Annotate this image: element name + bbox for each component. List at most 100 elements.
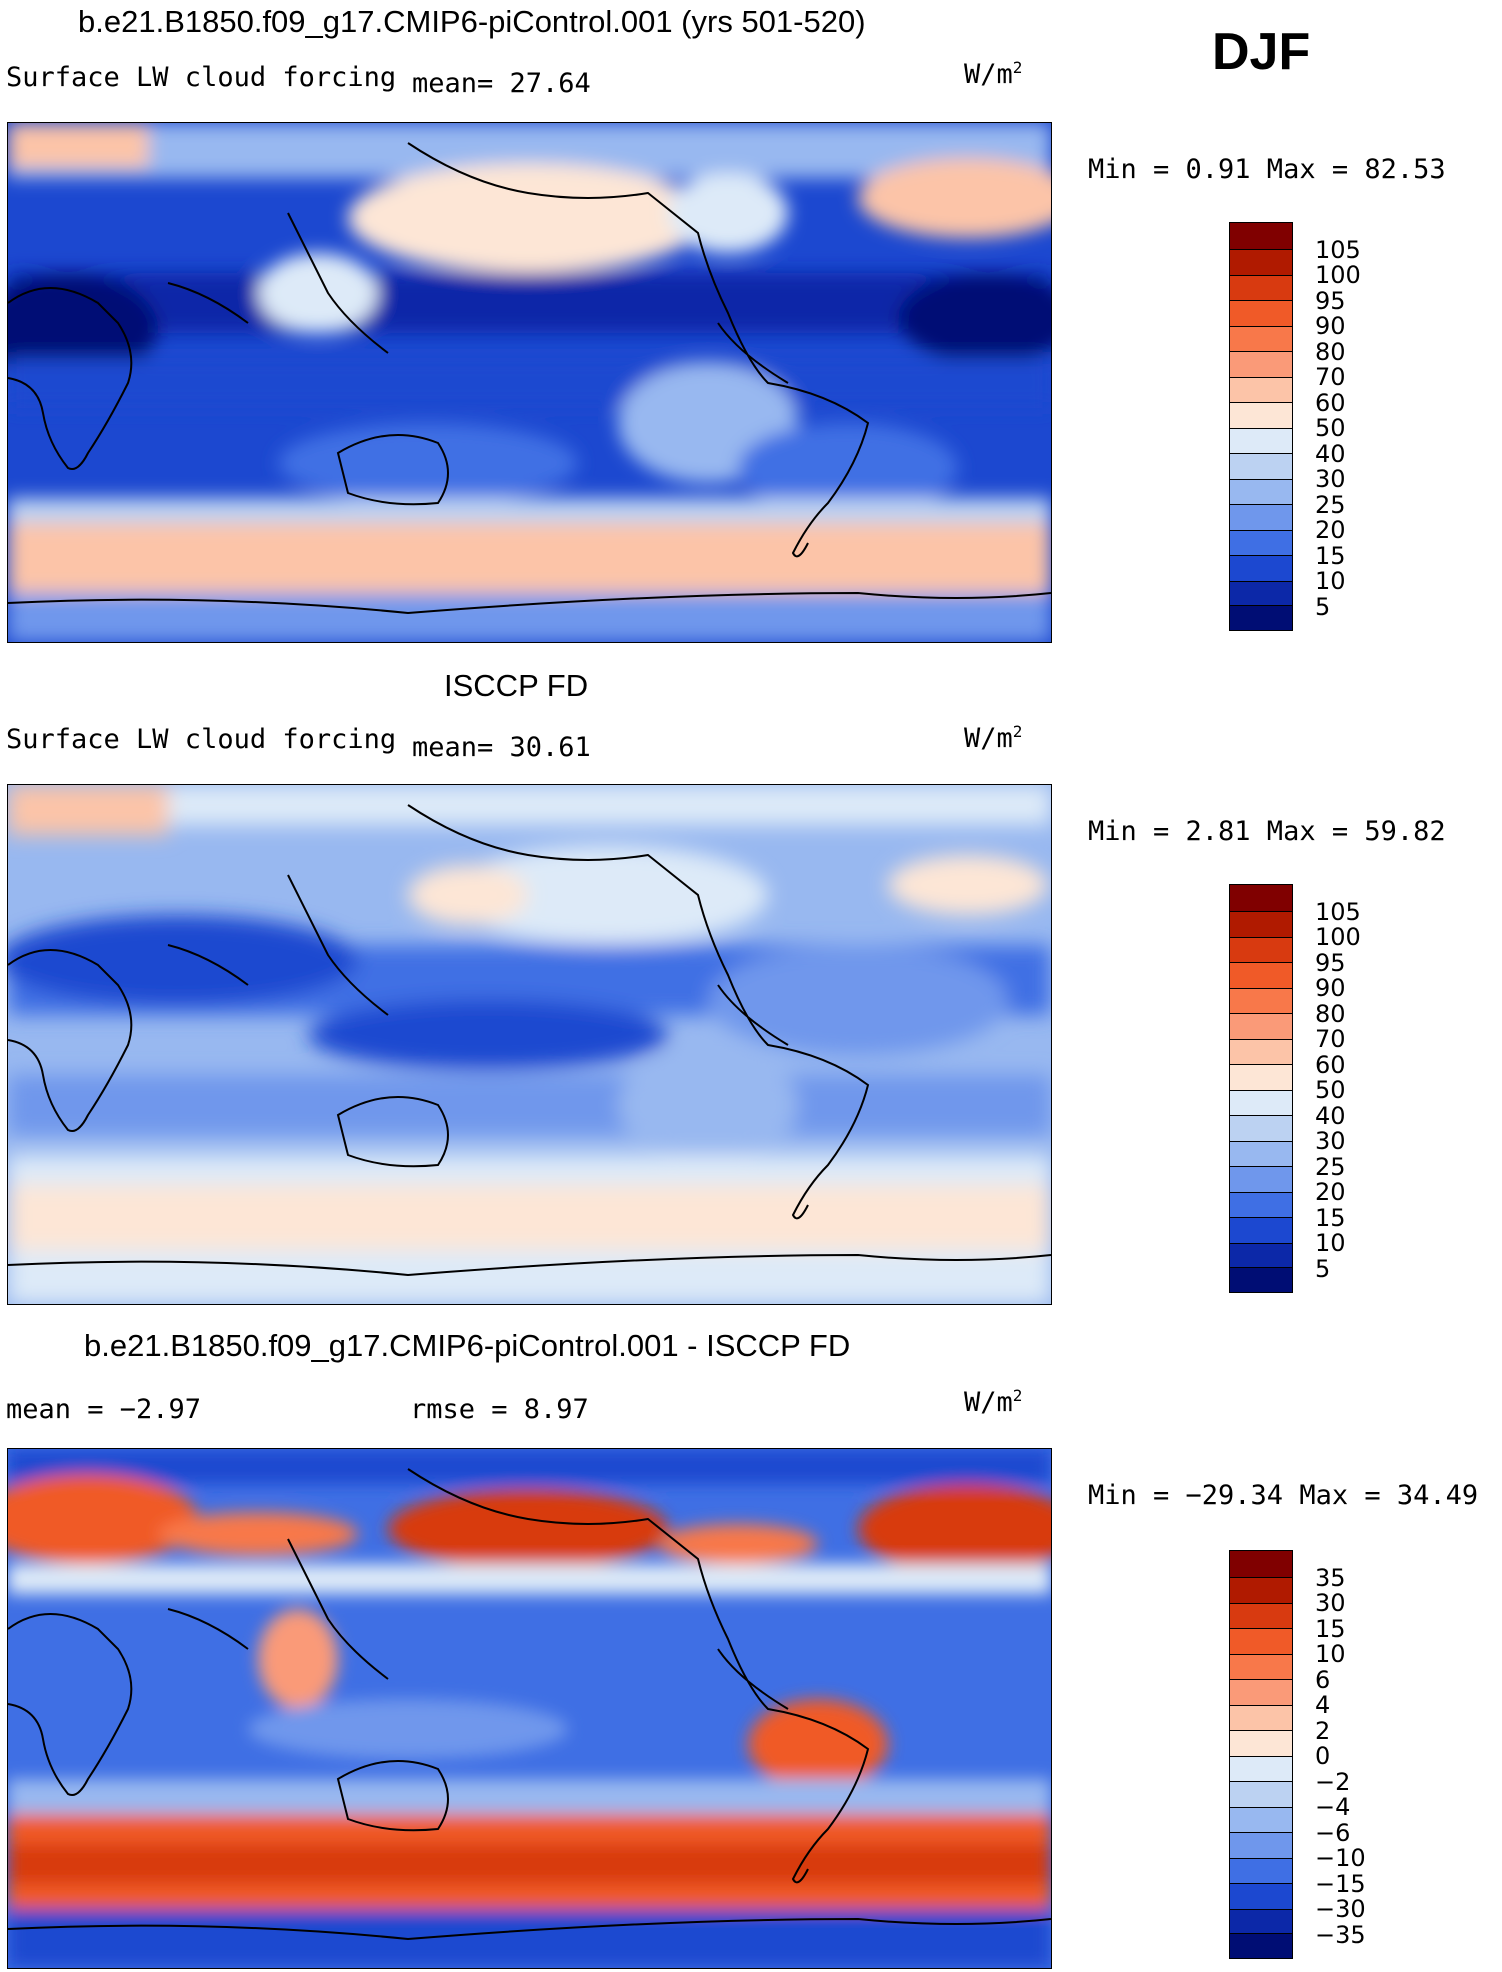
panel3-map [7, 1448, 1052, 1969]
p3-swatch [1230, 1807, 1292, 1832]
p1-level-label: 10 [1315, 567, 1346, 595]
p3-field [8, 1449, 1051, 1968]
p1-swatch [1230, 223, 1292, 249]
p3-swatch [1230, 1781, 1292, 1807]
p2-swatch [1230, 1090, 1292, 1115]
panel3-colorbar-box [1229, 1550, 1293, 1959]
p3-level-label: −35 [1315, 1921, 1366, 1949]
p2-swatch [1230, 962, 1292, 988]
p1-level-label: 100 [1315, 261, 1361, 289]
panel2-title: ISCCP FD [444, 668, 589, 703]
p2-swatch [1230, 1166, 1292, 1192]
p1-level-label: 50 [1315, 414, 1346, 442]
p2-swatch [1230, 1013, 1292, 1039]
p1-level-label: 90 [1315, 312, 1346, 340]
panel1-map [7, 122, 1052, 643]
p2-level-label: 25 [1315, 1153, 1346, 1181]
panel2-minmax: Min = 2.81 Max = 59.82 [1088, 816, 1446, 847]
p3-swatch [1230, 1933, 1292, 1958]
p2-level-label: 80 [1315, 1000, 1346, 1028]
p1-swatch [1230, 249, 1292, 275]
p2-level-label: 95 [1315, 949, 1346, 977]
p2-swatch [1230, 1217, 1292, 1243]
p2-swatch [1230, 1115, 1292, 1141]
p1-swatch [1230, 377, 1292, 402]
p1-swatch [1230, 428, 1292, 453]
p1-coastlines [8, 142, 1051, 615]
p3-level-label: 4 [1315, 1691, 1331, 1719]
p1-level-label: 95 [1315, 287, 1346, 315]
p3-level-label: −30 [1315, 1895, 1366, 1923]
p1-swatch [1230, 504, 1292, 530]
p2-level-label: 5 [1315, 1255, 1331, 1283]
p3-level-label: 30 [1315, 1589, 1346, 1617]
panel3-rmse: rmse = 8.97 [410, 1394, 589, 1425]
p3-swatch [1230, 1832, 1292, 1858]
p3-coastlines [8, 1468, 1051, 1941]
p3-swatch [1230, 1551, 1292, 1577]
p1-swatch [1230, 581, 1292, 605]
panel1-minmax: Min = 0.91 Max = 82.53 [1088, 154, 1446, 185]
p2-swatch [1230, 1141, 1292, 1166]
p3-level-label: 35 [1315, 1564, 1346, 1592]
p1-level-label: 20 [1315, 516, 1346, 544]
p1-swatch [1230, 555, 1292, 581]
p3-swatch [1230, 1756, 1292, 1781]
p3-swatch [1230, 1730, 1292, 1756]
p1-swatch [1230, 300, 1292, 326]
p3-level-label: −6 [1315, 1819, 1351, 1847]
p2-field [8, 785, 1051, 1304]
p1-level-label: 70 [1315, 363, 1346, 391]
p1-swatch [1230, 530, 1292, 555]
p2-level-label: 105 [1315, 898, 1361, 926]
p1-swatch [1230, 275, 1292, 300]
p3-swatch [1230, 1705, 1292, 1730]
panel1-variable: Surface LW cloud forcing [6, 62, 397, 93]
panel1-colorbar-box [1229, 222, 1293, 631]
p2-swatch [1230, 988, 1292, 1013]
p2-swatch [1230, 1192, 1292, 1217]
p3-level-label: −15 [1315, 1870, 1366, 1898]
panel2-map-svg [8, 785, 1051, 1304]
season-label: DJF [1212, 23, 1311, 81]
p3-swatch [1230, 1654, 1292, 1679]
p3-level-label: −2 [1315, 1768, 1351, 1796]
p2-level-label: 50 [1315, 1076, 1346, 1104]
panel2-colorbar-box [1229, 884, 1293, 1293]
p2-level-label: 10 [1315, 1229, 1346, 1257]
p2-swatch [1230, 1064, 1292, 1090]
p2-swatch [1230, 1039, 1292, 1064]
panel1-units: W/m2 [964, 58, 1023, 90]
p1-field [8, 123, 1051, 642]
p1-level-label: 80 [1315, 338, 1346, 366]
panel2-variable: Surface LW cloud forcing [6, 724, 397, 755]
p3-swatch [1230, 1603, 1292, 1628]
p1-level-label: 60 [1315, 389, 1346, 417]
p1-swatch [1230, 479, 1292, 504]
p3-level-label: 15 [1315, 1615, 1346, 1643]
p3-level-label: 6 [1315, 1666, 1331, 1694]
p1-level-label: 5 [1315, 593, 1331, 621]
p1-level-label: 30 [1315, 465, 1346, 493]
panel3-title: b.e21.B1850.f09_g17.CMIP6-piControl.001 … [84, 1328, 851, 1363]
p2-level-label: 30 [1315, 1127, 1346, 1155]
p3-level-label: −4 [1315, 1793, 1351, 1821]
p1-level-label: 25 [1315, 491, 1346, 519]
panel1-mean: mean= 27.64 [412, 68, 591, 99]
panel3-minmax: Min = −29.34 Max = 34.49 [1088, 1480, 1479, 1511]
p2-level-label: 40 [1315, 1102, 1346, 1130]
p2-swatch [1230, 885, 1292, 911]
p1-swatch [1230, 402, 1292, 428]
p2-level-label: 15 [1315, 1204, 1346, 1232]
panel2-mean: mean= 30.61 [412, 732, 591, 763]
panel3-map-svg [8, 1449, 1051, 1968]
p3-level-label: −10 [1315, 1844, 1366, 1872]
panel1-map-svg [8, 123, 1051, 642]
p2-swatch [1230, 911, 1292, 937]
p3-level-label: 0 [1315, 1742, 1331, 1770]
panel2-map [7, 784, 1052, 1305]
p3-swatch [1230, 1909, 1292, 1933]
p2-swatch [1230, 937, 1292, 962]
panel2-units: W/m2 [964, 722, 1023, 754]
p3-swatch [1230, 1577, 1292, 1603]
